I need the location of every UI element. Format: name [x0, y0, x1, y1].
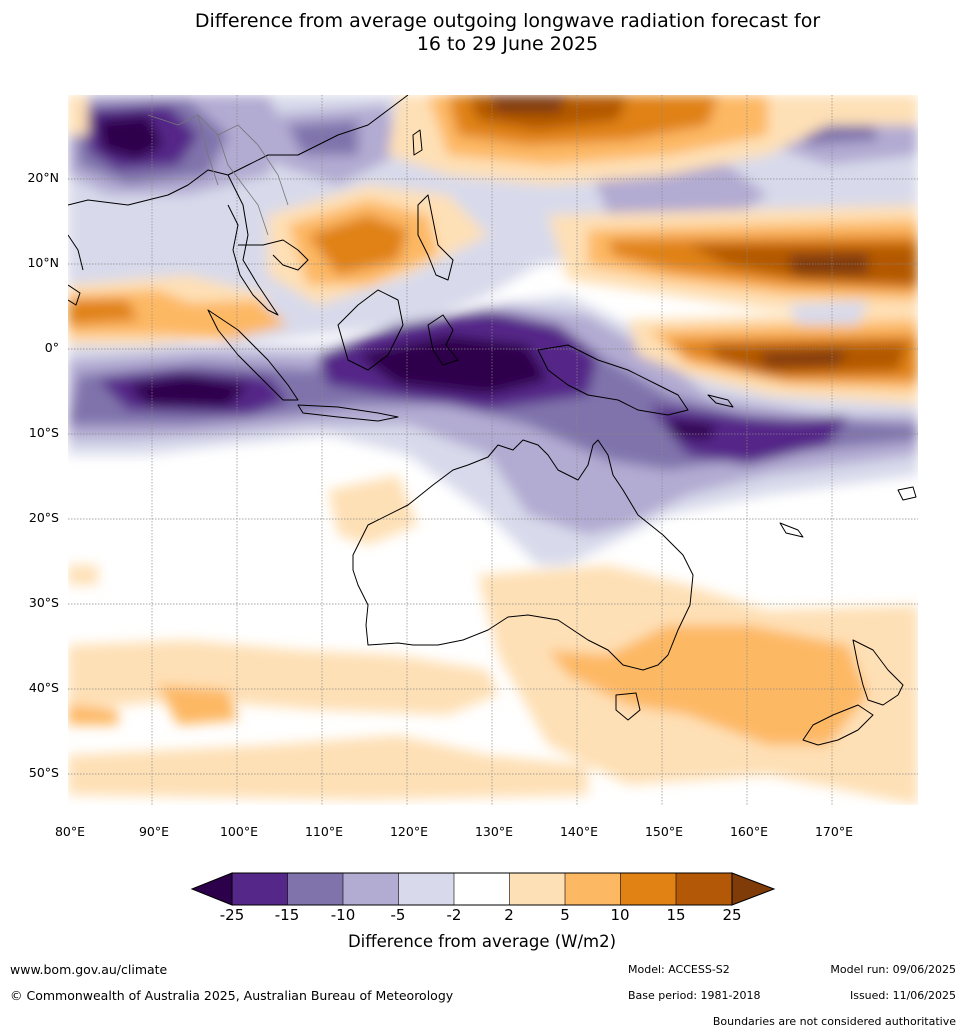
lon-label-90e: 90°E: [138, 824, 170, 839]
lon-label-150e: 150°E: [644, 824, 683, 839]
colorbar-bin-4: [398, 873, 454, 905]
borneo-coast: [337, 289, 404, 371]
colorbar-tick-10: 10: [610, 906, 630, 924]
olr-anomaly-map: [68, 95, 918, 805]
colorbar-tick-neg15: -15: [274, 906, 300, 924]
sri-lanka-coast: [68, 284, 81, 306]
lon-label-130e: 130°E: [474, 824, 513, 839]
map-canvas: [68, 95, 918, 805]
colorbar-tick-neg10: -10: [330, 906, 356, 924]
colorbar-max-extension: [731, 872, 776, 906]
borders: [147, 114, 289, 236]
lon-label-170e: 170°E: [814, 824, 853, 839]
lat-label-30s: 30°S: [28, 595, 59, 610]
lat-label-20s: 20°S: [28, 510, 59, 525]
colorbar-bin-9: [676, 873, 732, 905]
taiwan-coast: [412, 129, 423, 156]
lat-label-50s: 50°S: [28, 765, 59, 780]
model-text: Model: ACCESS-S2: [628, 963, 730, 976]
indochina-coast: [227, 174, 279, 316]
colorbar-bin-8: [620, 873, 676, 905]
new-caledonia-coast: [779, 522, 804, 538]
colorbar-tick-5: 5: [560, 906, 570, 924]
model-run-text: Model run: 09/06/2025: [830, 963, 956, 976]
colorbar-tick-neg2: -2: [446, 906, 462, 924]
new-guinea-coast: [537, 344, 689, 416]
malay-peninsula-coast: [238, 239, 309, 271]
coastlines: [68, 95, 917, 746]
lon-label-120e: 120°E: [389, 824, 428, 839]
lon-label-160e: 160°E: [729, 824, 768, 839]
lat-label-20n: 20°N: [27, 170, 59, 185]
colorbar-bin-2: [287, 873, 343, 905]
fiji-coast: [897, 486, 917, 501]
colorbar-tick-neg5: -5: [390, 906, 406, 924]
colorbar-tick-25: 25: [722, 906, 742, 924]
tasmania-coast: [615, 692, 641, 721]
lon-label-100e: 100°E: [219, 824, 258, 839]
asia-coast: [68, 95, 409, 206]
solomon-islands-coast: [707, 394, 734, 408]
lat-label-0: 0°: [44, 340, 59, 355]
graticule: [68, 95, 918, 805]
sumatra-coast: [207, 309, 299, 401]
colorbar-tick-2: 2: [504, 906, 514, 924]
java-coast: [297, 404, 399, 422]
nz-north-island-coast: [852, 639, 904, 706]
philippines-coast: [417, 194, 454, 281]
title-line-2: 16 to 29 June 2025: [416, 33, 599, 55]
map-title: Difference from average outgoing longwav…: [0, 10, 965, 56]
title-line-1: Difference from average outgoing longwav…: [194, 10, 821, 32]
colorbar-tick-15: 15: [666, 906, 686, 924]
lat-label-10n: 10°N: [27, 255, 59, 270]
website-link[interactable]: www.bom.gov.au/climate: [10, 962, 168, 977]
anomaly-field: [68, 95, 918, 805]
lon-label-110e: 110°E: [304, 824, 343, 839]
colorbar: [190, 872, 776, 906]
colorbar-bin-3: [343, 873, 399, 905]
copyright-text: © Commonwealth of Australia 2025, Austra…: [10, 988, 454, 1003]
australia-coast: [352, 439, 694, 671]
colorbar-bin-7: [565, 873, 621, 905]
nz-south-island-coast: [802, 704, 874, 746]
issued-text: Issued: 11/06/2025: [849, 989, 956, 1002]
lat-label-40s: 40°S: [28, 680, 59, 695]
colorbar-label: Difference from average (W/m2): [347, 932, 617, 951]
colorbar-bin-6: [509, 873, 565, 905]
sulawesi-coast: [427, 314, 459, 366]
india-coast: [68, 234, 84, 271]
colorbar-bin-1: [232, 873, 288, 905]
base-period-text: Base period: 1981-2018: [628, 989, 761, 1002]
lat-label-10s: 10°S: [28, 425, 59, 440]
disclaimer-text: Boundaries are not considered authoritat…: [712, 1015, 956, 1028]
lon-label-140e: 140°E: [559, 824, 598, 839]
colorbar-min-extension: [190, 872, 233, 906]
colorbar-bin-5: [454, 873, 510, 905]
colorbar-tick-neg25: -25: [219, 906, 245, 924]
lon-label-80e: 80°E: [54, 824, 86, 839]
